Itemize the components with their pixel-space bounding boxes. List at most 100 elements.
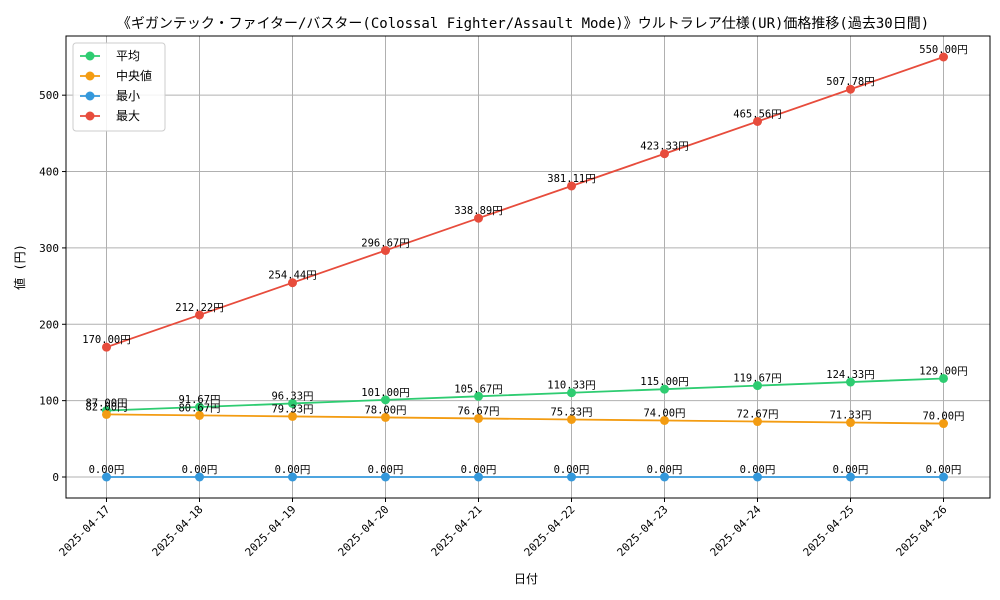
data-point bbox=[939, 472, 948, 482]
grid-lines bbox=[66, 36, 990, 498]
series-平均 bbox=[102, 373, 948, 416]
x-tick-label: 2025-04-25 bbox=[801, 503, 857, 559]
data-label: 550.00円 bbox=[919, 44, 967, 56]
data-point bbox=[288, 398, 297, 408]
data-label: 129.00円 bbox=[919, 365, 967, 377]
data-point bbox=[846, 84, 855, 94]
data-label: 72.67円 bbox=[736, 409, 778, 421]
data-label: 170.00円 bbox=[82, 334, 130, 346]
data-point bbox=[660, 384, 669, 394]
data-point bbox=[567, 388, 576, 398]
data-label: 76.67円 bbox=[457, 405, 499, 417]
data-label: 82.00円 bbox=[85, 401, 127, 413]
x-tick-label: 2025-04-20 bbox=[336, 503, 392, 559]
data-point bbox=[381, 412, 390, 422]
y-tick-label: 500 bbox=[39, 89, 59, 102]
legend-entry: 最大 bbox=[116, 109, 140, 123]
data-label: 74.00円 bbox=[643, 407, 685, 419]
data-label: 124.33円 bbox=[826, 369, 874, 381]
series-line bbox=[106, 413, 944, 425]
data-point bbox=[939, 373, 948, 383]
legend-entry: 平均 bbox=[116, 49, 140, 63]
y-tick-label: 300 bbox=[39, 242, 59, 255]
data-point bbox=[567, 414, 576, 424]
data-label: 80.67円 bbox=[178, 402, 220, 414]
data-point bbox=[102, 342, 111, 352]
y-tick-label: 0 bbox=[52, 471, 59, 484]
legend-box bbox=[72, 42, 166, 132]
data-label: 465.56円 bbox=[733, 108, 781, 120]
y-axis-label: 値 (円) bbox=[12, 244, 27, 290]
data-label: 115.00円 bbox=[640, 376, 688, 388]
data-label: 119.67円 bbox=[733, 373, 781, 385]
data-point bbox=[939, 52, 948, 62]
data-point bbox=[474, 391, 483, 401]
data-label: 0.00円 bbox=[833, 464, 869, 476]
data-label: 381.11円 bbox=[547, 173, 595, 185]
legend-marker bbox=[85, 111, 95, 121]
data-label: 338.89円 bbox=[454, 205, 502, 217]
data-label: 0.00円 bbox=[368, 464, 404, 476]
data-label: 0.00円 bbox=[740, 464, 776, 476]
data-point bbox=[102, 409, 111, 419]
data-label: 0.00円 bbox=[275, 464, 311, 476]
data-point bbox=[567, 472, 576, 482]
y-tick-label: 400 bbox=[39, 166, 59, 179]
x-tick-label: 2025-04-22 bbox=[522, 503, 578, 559]
data-point bbox=[195, 310, 204, 320]
data-label: 0.00円 bbox=[554, 464, 590, 476]
x-tick-label: 2025-04-19 bbox=[243, 503, 299, 559]
data-label: 71.33円 bbox=[829, 410, 871, 422]
data-point bbox=[288, 411, 297, 421]
data-point bbox=[474, 213, 483, 223]
data-label: 110.33円 bbox=[547, 380, 595, 392]
x-tick-label: 2025-04-24 bbox=[708, 503, 764, 559]
data-point bbox=[753, 417, 762, 427]
data-label: 0.00円 bbox=[461, 464, 497, 476]
legend-entry: 中央値 bbox=[116, 68, 152, 83]
legend-marker bbox=[85, 71, 95, 81]
data-label: 96.33円 bbox=[271, 390, 313, 402]
data-point bbox=[846, 377, 855, 387]
series-中央値 bbox=[102, 409, 948, 429]
data-label: 423.33円 bbox=[640, 141, 688, 153]
x-tick-label: 2025-04-23 bbox=[615, 503, 671, 559]
data-point bbox=[846, 418, 855, 428]
series-最小 bbox=[102, 472, 948, 482]
x-tick-label: 2025-04-17 bbox=[57, 503, 113, 559]
data-label: 87.00円 bbox=[85, 398, 127, 410]
data-point bbox=[381, 472, 390, 482]
data-label: 254.44円 bbox=[268, 270, 316, 282]
data-label: 0.00円 bbox=[182, 464, 218, 476]
legend-entry: 最小 bbox=[116, 89, 140, 103]
data-label: 105.67円 bbox=[454, 383, 502, 395]
data-point bbox=[660, 149, 669, 159]
data-label: 507.78円 bbox=[826, 76, 874, 88]
data-point bbox=[288, 472, 297, 482]
data-point bbox=[846, 472, 855, 482]
series-line bbox=[106, 56, 944, 349]
data-point bbox=[195, 402, 204, 412]
data-point bbox=[939, 419, 948, 429]
y-tick-label: 200 bbox=[39, 318, 59, 331]
data-label: 0.00円 bbox=[89, 464, 125, 476]
data-point bbox=[753, 116, 762, 126]
data-label: 0.00円 bbox=[647, 464, 683, 476]
legend-marker bbox=[85, 51, 95, 61]
data-point bbox=[195, 472, 204, 482]
plot-area-frame bbox=[65, 35, 991, 499]
data-point bbox=[660, 415, 669, 425]
data-point bbox=[753, 381, 762, 391]
data-label: 78.00円 bbox=[364, 404, 406, 416]
x-axis-ticks: 2025-04-17 2025-04-18 2025-04-19 2025-04-20… bbox=[57, 498, 950, 559]
data-label: 0.00円 bbox=[926, 464, 962, 476]
legend-marker bbox=[85, 91, 95, 101]
y-axis-ticks: 0 100 200 300 400 500 bbox=[39, 89, 66, 484]
series-layer bbox=[102, 52, 948, 482]
data-label: 70.00円 bbox=[922, 411, 964, 423]
data-label: 79.33円 bbox=[271, 403, 313, 415]
chart-title: 《ギガンテック・ファイター/バスター(Colossal Fighter/Assa… bbox=[117, 16, 929, 32]
x-tick-label: 2025-04-26 bbox=[894, 503, 950, 559]
